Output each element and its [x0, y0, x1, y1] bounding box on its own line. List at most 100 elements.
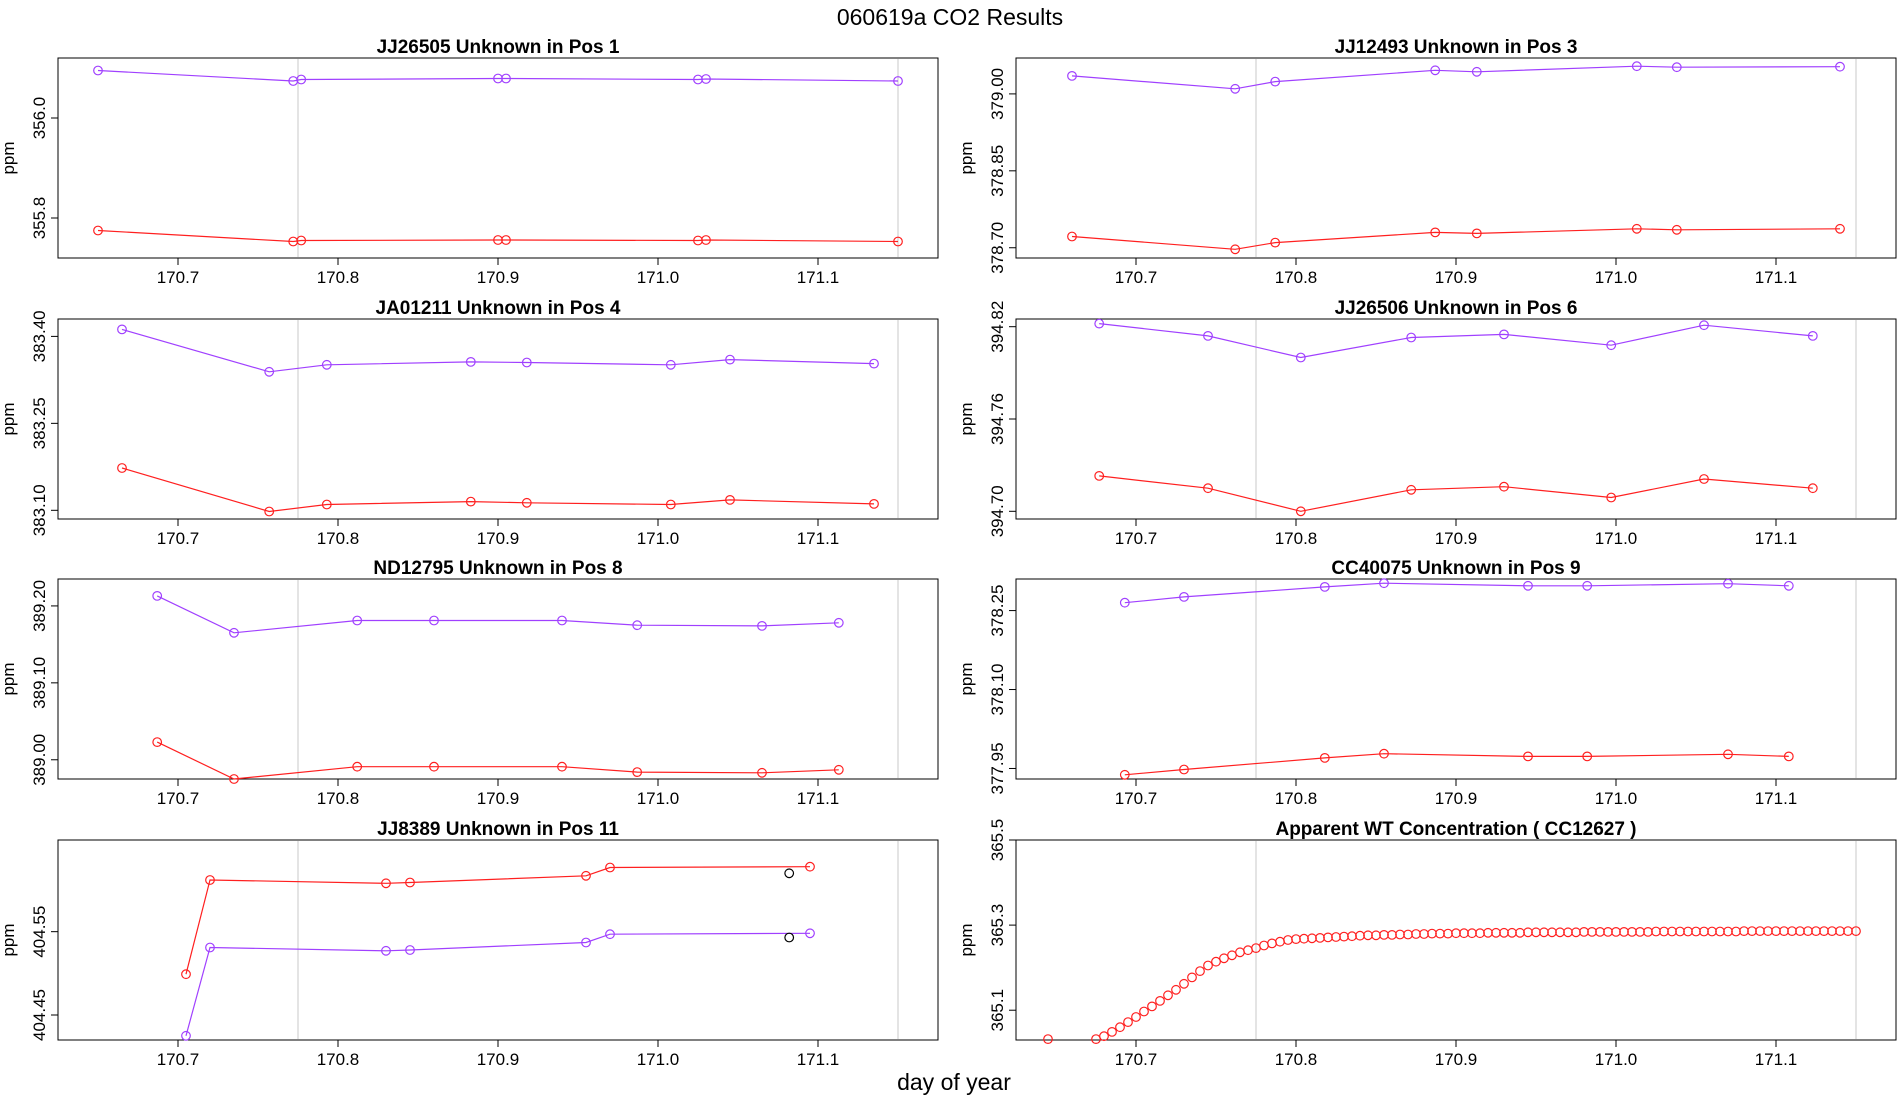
- data-point: [581, 937, 591, 948]
- panel-title: CC40075 Unknown in Pos 9: [1331, 558, 1580, 579]
- x-tick-label: 171.1: [1755, 789, 1798, 808]
- series-line-upper: [1124, 582, 1789, 604]
- data-point: [1723, 578, 1733, 589]
- plot-frame: [57, 578, 939, 780]
- y-tick-label: 383.25: [30, 397, 49, 449]
- data-point: [1203, 483, 1213, 494]
- data-point: [1691, 926, 1701, 937]
- data-point: [557, 615, 567, 626]
- data-point: [1851, 926, 1861, 936]
- page-title: 060619a CO2 Results: [837, 4, 1063, 30]
- data-point: [1430, 65, 1441, 76]
- data-point: [1475, 928, 1485, 939]
- x-tick-label: 170.8: [317, 789, 360, 808]
- data-point: [1163, 990, 1173, 1001]
- data-point: [152, 591, 163, 601]
- data-point: [501, 235, 511, 245]
- panel-5: ND12795 Unknown in Pos 8 170.7 170.8 170.9 1…: [0, 558, 939, 808]
- x-tick-label: 170.8: [317, 1050, 360, 1069]
- data-point: [1115, 1022, 1125, 1033]
- y-axis-label: ppm: [0, 141, 18, 174]
- data-point: [1099, 1031, 1109, 1042]
- panel-title: JJ12493 Unknown in Pos 3: [1335, 37, 1578, 58]
- data-point: [1259, 940, 1269, 951]
- data-point: [1763, 926, 1773, 936]
- data-point: [1523, 751, 1533, 762]
- data-point: [1270, 237, 1281, 248]
- data-point: [1747, 926, 1757, 936]
- data-point: [1803, 926, 1813, 936]
- x-tick-label: 170.9: [477, 529, 520, 548]
- y-axis-label: ppm: [957, 662, 976, 695]
- series-line-upper: [121, 328, 875, 373]
- series-line-lower: [1099, 475, 1813, 512]
- data-point: [205, 875, 215, 885]
- y-tick-label: 394.70: [988, 485, 1007, 537]
- data-point: [725, 354, 735, 365]
- series-line-upper: [185, 866, 811, 975]
- y-tick-label: 383.40: [30, 310, 49, 362]
- data-point: [1243, 945, 1253, 956]
- data-point: [1659, 926, 1669, 937]
- data-point: [1270, 76, 1281, 87]
- x-tick-label: 170.8: [1275, 529, 1318, 548]
- y-axis-label: ppm: [957, 402, 976, 435]
- x-tick-label: 170.8: [1275, 1050, 1318, 1069]
- series-line-lower: [121, 467, 875, 513]
- data-point: [1307, 933, 1317, 944]
- data-point: [1427, 928, 1437, 939]
- data-point: [321, 499, 332, 510]
- x-tick-label: 171.0: [637, 1050, 680, 1069]
- data-point: [1723, 926, 1733, 937]
- data-point: [321, 359, 332, 370]
- data-point: [1739, 926, 1749, 936]
- data-point: [1651, 926, 1661, 937]
- x-tick-label: 171.0: [1595, 789, 1638, 808]
- data-point: [1819, 926, 1829, 936]
- data-point: [1363, 930, 1373, 941]
- x-tick-label: 171.1: [1755, 529, 1798, 548]
- data-point: [1631, 223, 1642, 234]
- data-point: [1523, 927, 1533, 938]
- data-point: [1459, 928, 1469, 939]
- data-point: [1235, 947, 1245, 958]
- data-point: [1731, 926, 1741, 937]
- x-tick-label: 170.9: [1435, 529, 1478, 548]
- data-point: [665, 359, 676, 370]
- series-line-upper: [1099, 323, 1813, 359]
- data-point: [1811, 926, 1821, 936]
- y-tick-label: 383.10: [30, 484, 49, 536]
- data-point: [665, 499, 676, 510]
- data-point: [1523, 580, 1533, 591]
- series-line-lower: [156, 741, 839, 780]
- data-point: [1379, 930, 1389, 940]
- data-point: [1299, 933, 1309, 944]
- data-point: [1571, 927, 1581, 938]
- data-point: [1119, 769, 1130, 780]
- data-point: [581, 870, 591, 881]
- data-point: [1067, 70, 1077, 81]
- panel-grid: JJ26505 Unknown in Pos 1 170.7 170.8 170.9 1…: [0, 37, 1897, 1069]
- data-point: [757, 767, 767, 778]
- x-tick-label: 171.0: [1595, 1050, 1638, 1069]
- y-tick-label: 365.3: [988, 904, 1007, 947]
- y-tick-label: 378.25: [988, 585, 1007, 637]
- data-point: [1319, 753, 1330, 763]
- plot-frame: [57, 839, 939, 1041]
- data-point: [205, 942, 215, 953]
- data-point: [1579, 927, 1589, 937]
- data-point: [1631, 61, 1642, 72]
- data-point: [1339, 931, 1349, 942]
- data-point: [1387, 930, 1397, 940]
- data-point: [1187, 972, 1197, 983]
- data-point: [1783, 751, 1794, 762]
- x-tick-label: 171.0: [637, 529, 680, 548]
- data-point: [465, 496, 476, 507]
- data-point: [1715, 926, 1725, 937]
- data-point: [1347, 931, 1357, 942]
- x-tick-label: 170.8: [1275, 789, 1318, 808]
- data-point: [1723, 749, 1733, 760]
- panel-title: JJ26505 Unknown in Pos 1: [377, 37, 620, 58]
- data-point: [1795, 926, 1805, 936]
- data-point: [1606, 340, 1617, 351]
